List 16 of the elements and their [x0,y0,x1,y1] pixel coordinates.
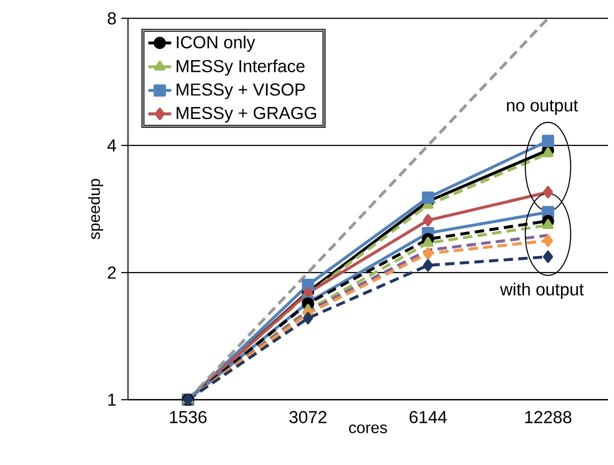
x-tick-label: 1536 [170,410,207,424]
x-tick-label: 12288 [525,410,572,424]
y-tick-label: 2 [108,266,116,279]
x-axis-title: cores [349,424,387,434]
legend-label: MESSy + GRAGG [176,106,316,123]
annotation: with output [500,282,584,299]
legend-label: MESSy + VISOP [176,83,305,100]
legend-label: MESSy Interface [176,60,305,76]
annotation: no output [507,100,578,115]
y-axis-title: speedup [88,179,104,240]
y-tick-label: 4 [107,139,116,152]
y-tick-label: 8 [108,12,116,24]
y-tick-label: 1 [108,394,116,406]
x-tick-label: 6144 [410,410,447,424]
x-tick-label: 3072 [289,410,326,424]
legend-label: ICON only [176,36,256,52]
